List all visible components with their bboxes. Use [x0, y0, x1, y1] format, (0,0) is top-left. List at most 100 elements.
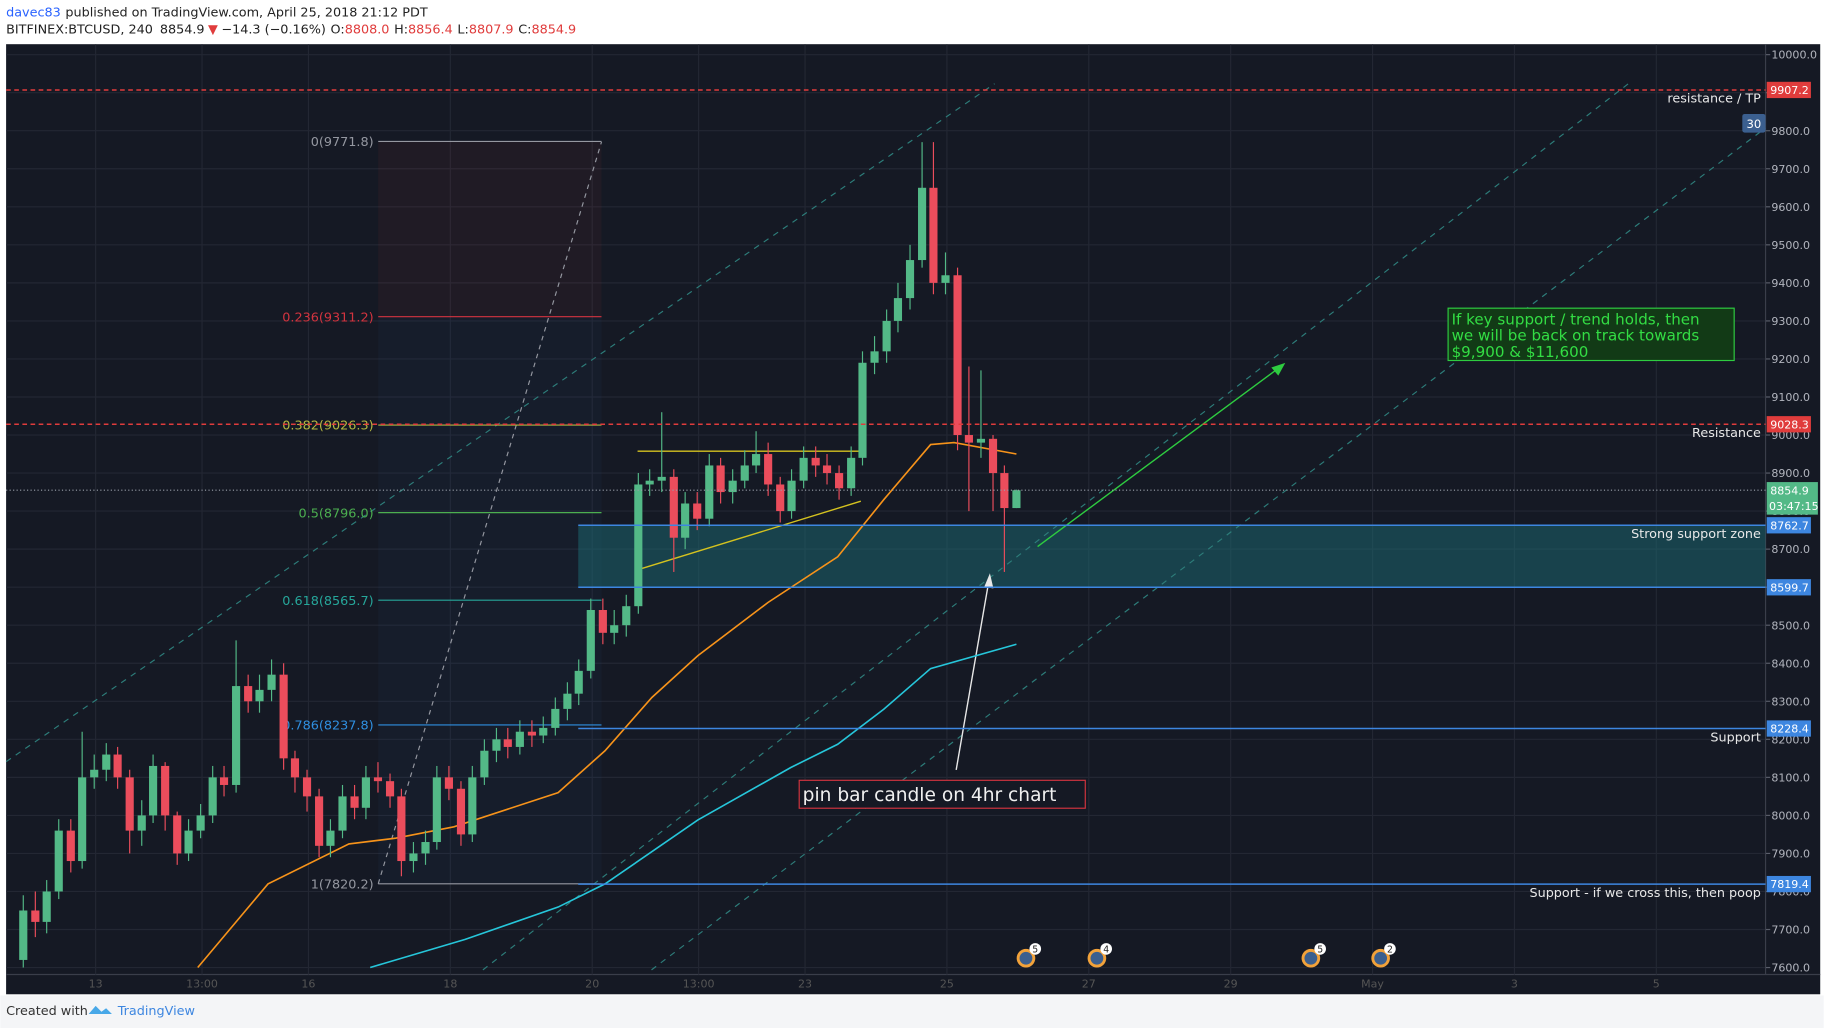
price-tag	[1766, 720, 1811, 737]
arrow-head	[984, 573, 994, 589]
event-icon-inner	[1019, 951, 1033, 965]
y-tick-label: 7900.0	[1771, 848, 1810, 861]
candle-body	[290, 758, 300, 778]
candle-body	[19, 910, 28, 960]
countdown: 03:47:15	[1769, 500, 1819, 513]
event[interactable]: 5	[1016, 943, 1042, 968]
y-tick-label: 9200.0	[1771, 353, 1810, 366]
grid: 7600.07700.07800.07900.08000.08100.08200…	[6, 44, 1817, 990]
candle-body	[66, 830, 75, 862]
candle-body	[54, 830, 63, 892]
fib-label: 1(7820.2)	[311, 877, 374, 892]
level-label: Strong support zone	[1631, 527, 1761, 542]
candle-body	[882, 320, 891, 352]
candle-body	[657, 476, 666, 481]
candle-body	[244, 686, 253, 702]
badge-text: 30	[1747, 117, 1762, 131]
candle-body	[255, 689, 264, 702]
price-tag-label: 7819.4	[1770, 878, 1809, 891]
y-tick-label: 9600.0	[1771, 201, 1810, 214]
candle-body	[78, 777, 87, 862]
candle-body	[728, 480, 737, 493]
x-tick-label: May	[1361, 977, 1384, 990]
candle-body	[681, 503, 690, 538]
candle-body	[539, 727, 548, 736]
footer-brand[interactable]: TradingView	[117, 1004, 195, 1019]
candle-body	[219, 777, 229, 785]
event-count-bg	[1100, 943, 1113, 955]
x-tick-label: 3	[1511, 977, 1518, 990]
event-count: 2	[1387, 944, 1393, 955]
candle-body	[315, 796, 324, 846]
candle-body	[184, 830, 193, 854]
candle-body	[811, 457, 820, 466]
x-tick-label: 13:00	[683, 977, 715, 990]
candle-body	[645, 480, 654, 485]
trend-line	[637, 500, 862, 571]
candle-body	[610, 625, 619, 633]
fib-label: 0.382(9026.3)	[282, 419, 373, 434]
price-tag-label: 9907.2	[1770, 84, 1809, 97]
ohlc-value: 8856.4	[408, 23, 453, 38]
event[interactable]: 4	[1087, 943, 1113, 968]
header-line-2: BITFINEX:BTCUSD, 240 8854.9 ▼ −14.3 (−0.16%…	[6, 23, 576, 38]
price-tag	[1766, 81, 1811, 99]
price-tag-label: 8854.9	[1770, 484, 1809, 497]
event[interactable]: 2	[1371, 943, 1396, 968]
candle-body	[822, 465, 832, 474]
fib-label: 0(9771.8)	[311, 135, 374, 150]
outlook-text: If key support / trend holds, then	[1452, 310, 1700, 328]
x-tick-label: 16	[301, 977, 315, 990]
price-tag	[1766, 482, 1818, 515]
level-label: Resistance	[1692, 426, 1761, 441]
candle-body	[326, 830, 335, 846]
ohlc-value: 8807.9	[469, 23, 514, 38]
author[interactable]: davec83	[6, 5, 61, 20]
candle-body	[113, 754, 122, 778]
ohlc-label: L:	[457, 23, 468, 38]
candle-body	[893, 298, 903, 321]
ohlc-label: C:	[518, 23, 531, 38]
y-tick-label: 8500.0	[1771, 619, 1810, 632]
fib-label: 0.786(8237.8)	[282, 719, 373, 734]
y-tick-label: 8900.0	[1771, 467, 1810, 480]
candle-body	[503, 739, 512, 747]
candle-body	[598, 609, 607, 633]
candle-body	[361, 777, 370, 808]
event-count: 5	[1032, 944, 1038, 955]
badge	[1742, 113, 1766, 133]
footer-bg	[0, 995, 1824, 1028]
candle-body	[776, 484, 785, 512]
ohlc-value: 8854.9	[531, 23, 576, 38]
price-tag	[1766, 416, 1811, 433]
candle-body	[125, 777, 134, 831]
level-label: resistance / TP	[1667, 92, 1761, 107]
level-label: Support	[1710, 730, 1761, 745]
candle-body	[350, 796, 359, 808]
y-tick-label: 8300.0	[1771, 695, 1810, 708]
arrow	[1037, 366, 1280, 548]
candle-body	[267, 674, 276, 690]
price-tag-label: 8228.4	[1770, 723, 1809, 736]
candle-body	[787, 480, 796, 512]
candle-body	[444, 777, 453, 789]
change: −14.3 (−0.16%)	[221, 23, 326, 38]
x-tick-label: 23	[798, 977, 812, 990]
candle-body	[858, 362, 867, 458]
event[interactable]: 5	[1301, 943, 1326, 968]
candle-body	[90, 769, 99, 778]
candle-body	[409, 853, 418, 862]
arrow-head	[1271, 362, 1286, 376]
event-count: 5	[1317, 944, 1323, 955]
candle-body	[102, 754, 111, 770]
candle-body	[161, 765, 170, 816]
arrow	[955, 581, 990, 770]
y-tick-label: 8400.0	[1771, 657, 1810, 670]
y-tick-label: 8100.0	[1771, 771, 1810, 784]
candle-body	[279, 674, 288, 759]
x-tick-label: 5	[1653, 977, 1660, 990]
y-tick-label: 9300.0	[1771, 315, 1810, 328]
ohlc-label: O:	[331, 23, 345, 38]
y-tick-label: 7700.0	[1771, 924, 1810, 937]
